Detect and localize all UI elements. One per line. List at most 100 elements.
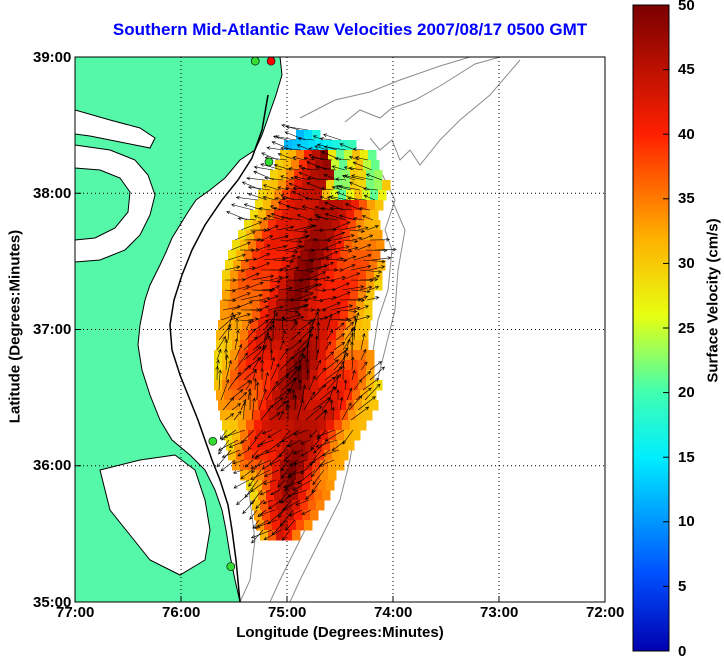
- velocity-cell: [230, 290, 239, 301]
- velocity-cell: [330, 210, 339, 221]
- velocity-cell: [345, 260, 354, 271]
- velocity-arrow: [277, 186, 289, 191]
- velocity-arrow: [272, 135, 288, 141]
- velocity-cell: [256, 390, 265, 401]
- velocity-arrow: [354, 156, 369, 161]
- velocity-cell: [360, 150, 369, 161]
- velocity-arrow: [347, 196, 367, 201]
- velocity-arrow: [341, 402, 352, 421]
- velocity-arrow: [321, 302, 341, 311]
- velocity-cell: [214, 350, 223, 361]
- velocity-cell: [350, 170, 359, 181]
- velocity-arrow: [359, 269, 383, 274]
- velocity-cell: [338, 440, 347, 451]
- velocity-cell: [288, 340, 297, 351]
- velocity-cell: [371, 160, 380, 171]
- velocity-cell: [288, 150, 297, 161]
- velocity-arrow: [341, 264, 356, 271]
- velocity-cell: [240, 340, 249, 351]
- velocity-arrow: [332, 275, 346, 281]
- velocity-cell: [274, 490, 283, 501]
- velocity-cell: [255, 200, 264, 211]
- velocity-cell: [352, 240, 361, 251]
- velocity-arrow: [294, 292, 314, 301]
- velocity-cell: [337, 260, 346, 271]
- velocity-arrow: [300, 439, 311, 445]
- velocity-arrow: [263, 371, 269, 391]
- velocity-cell: [278, 280, 287, 291]
- velocity-arrow: [231, 403, 242, 411]
- velocity-cell: [286, 290, 295, 301]
- velocity-arrow: [290, 331, 301, 341]
- velocity-cell: [276, 410, 285, 421]
- velocity-cell: [348, 310, 357, 321]
- velocity-arrow: [253, 377, 258, 391]
- velocity-arrow: [339, 224, 362, 231]
- velocity-cell: [298, 440, 307, 451]
- velocity-arrow: [348, 395, 363, 411]
- velocity-arrow: [255, 381, 260, 401]
- velocity-arrow: [247, 192, 268, 201]
- velocity-cell: [230, 370, 239, 381]
- velocity-arrow: [224, 288, 237, 293]
- velocity-cell: [347, 160, 356, 171]
- velocity-cell: [302, 370, 311, 381]
- velocity-cell: [314, 440, 323, 451]
- velocity-cell: [344, 390, 353, 401]
- velocity-arrow: [258, 388, 267, 411]
- velocity-cell: [318, 370, 327, 381]
- velocity-cell: [300, 250, 309, 261]
- velocity-arrow: [268, 499, 283, 510]
- velocity-cell: [268, 500, 277, 511]
- velocity-arrow: [317, 250, 339, 261]
- velocity-arrow: [331, 186, 343, 191]
- velocity-arrow: [269, 337, 273, 350]
- velocity-cell: [311, 200, 320, 211]
- velocity-arrow: [280, 146, 302, 151]
- velocity-cell: [310, 360, 319, 371]
- velocity-cell: [286, 360, 295, 371]
- velocity-arrow: [297, 136, 315, 141]
- x-tick-label: 73:00: [480, 604, 519, 621]
- velocity-cell: [266, 400, 275, 411]
- velocity-cell: [346, 210, 355, 221]
- velocity-cell: [244, 250, 253, 261]
- velocity-arrow: [260, 367, 264, 381]
- velocity-cell: [294, 280, 303, 291]
- velocity-cell: [278, 360, 287, 371]
- velocity-cell: [354, 210, 363, 221]
- velocity-arrow: [338, 184, 361, 191]
- velocity-cell: [330, 400, 339, 411]
- velocity-arrow: [350, 406, 370, 421]
- velocity-cell: [318, 380, 327, 391]
- velocity-arrow: [287, 469, 307, 477]
- velocity-arrow: [308, 147, 320, 151]
- velocity-arrow: [242, 401, 247, 421]
- velocity-cell: [218, 320, 227, 331]
- velocity-arrow: [293, 175, 311, 181]
- velocity-cell: [263, 200, 272, 211]
- velocity-arrow: [303, 391, 316, 411]
- velocity-cell: [270, 420, 279, 431]
- velocity-cell: [302, 350, 311, 361]
- velocity-arrow: [220, 312, 242, 321]
- velocity-arrow: [283, 449, 295, 462]
- velocity-arrow: [286, 404, 290, 421]
- velocity-cell: [244, 450, 253, 461]
- velocity-cell: [324, 220, 333, 231]
- velocity-cell: [353, 260, 362, 271]
- velocity-cell: [294, 510, 303, 521]
- velocity-arrow: [287, 278, 304, 283]
- velocity-arrow: [293, 394, 298, 411]
- velocity-cell: [346, 190, 355, 201]
- velocity-cell: [299, 160, 308, 171]
- velocity-cell: [286, 280, 295, 291]
- velocity-arrow: [288, 509, 303, 517]
- velocity-cell: [302, 380, 311, 391]
- velocity-cell: [270, 270, 279, 281]
- velocity-cell: [318, 270, 327, 281]
- velocity-arrow: [274, 196, 286, 201]
- velocity-cell: [244, 300, 253, 311]
- velocity-arrow: [344, 174, 365, 181]
- velocity-cell: [242, 320, 251, 331]
